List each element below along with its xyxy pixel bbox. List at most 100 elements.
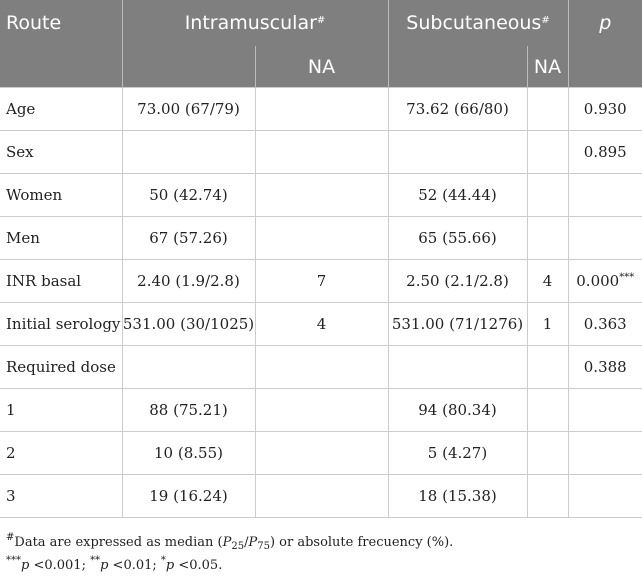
footnote-text: P [248,535,258,550]
footnote-text: *** [6,555,21,566]
table-cell [387,130,528,174]
table-cell: 531.00 (71/1276) [387,302,528,346]
cell-text: 0.000 [576,272,620,290]
table-cell [254,474,389,518]
table-cell: 3 [0,474,123,518]
cell-text: Women [6,186,63,204]
table-cell [526,431,569,475]
table-cell: 88 (75.21) [121,388,256,432]
footnote-text: / [244,535,249,550]
cell-text: 1 [6,401,16,419]
cell-text: 531.00 (30/1025) [122,315,255,333]
footnote-text: P [222,535,232,550]
cell-text: 0.363 [583,315,627,333]
table-cell: Initial serology [0,302,123,346]
table-cell [254,173,389,217]
table-cell [526,388,569,432]
table-cell [254,431,389,475]
table-cell [121,345,256,389]
cell-text: 67 (57.26) [149,229,228,247]
table-row: Men 67 (57.26) 65 (55.66) [0,216,642,260]
table-cell: 0.895 [567,130,642,174]
cell-text: 50 (42.74) [149,186,228,204]
header-text: NA [307,55,336,78]
table-cell: 1 [526,302,569,346]
header-cell: Subcutaneous# [387,0,568,46]
header-cell [567,46,642,88]
table-cell: 7 [254,259,389,303]
table-row: INR basal 2.40 (1.9/2.8) 7 2.50 (2.1/2.8) 4 0… [0,259,642,303]
footnote-text: <0.001; [29,558,91,573]
table-cell: 0.000*** [567,259,642,303]
table-row: 2 10 (8.55) 5 (4.27) [0,431,642,475]
cell-mark: *** [619,272,635,283]
cell-text: Initial serology [6,315,121,333]
cell-text: 2.40 (1.9/2.8) [137,272,240,290]
table-cell [254,87,389,131]
table-row: Women 50 (42.74) 52 (44.44) [0,173,642,217]
cell-text: 0.930 [583,100,627,118]
table-cell: 67 (57.26) [121,216,256,260]
cell-text: INR basal [6,272,82,290]
table-cell [254,216,389,260]
table-cell: 18 (15.38) [387,474,528,518]
cell-text: 4 [542,272,553,290]
table-cell: 5 (4.27) [387,431,528,475]
footnote-text: 25 [231,541,245,552]
header-text: Subcutaneous [406,12,542,34]
table-cell: 65 (55.66) [387,216,528,260]
table-cell: Men [0,216,123,260]
table-cell: 0.363 [567,302,642,346]
table-cell: 50 (42.74) [121,173,256,217]
footnote-text: ** [90,555,101,566]
data-table: Route Intramuscular# Subcutaneous# p NA … [0,0,642,518]
cell-text: 94 (80.34) [418,401,497,419]
table-cell: 2 [0,431,123,475]
table-cell [526,216,569,260]
table-cell: 10 (8.55) [121,431,256,475]
cell-text: 0.388 [583,358,627,376]
header-text: Route [6,12,62,34]
table-cell [387,345,528,389]
header-text: Intramuscular [184,12,317,34]
footnote-text: p [165,558,175,573]
table-cell: 52 (44.44) [387,173,528,217]
footnote-text: 75 [257,541,270,552]
table-cell [121,130,256,174]
table-cell [254,130,389,174]
table-cell: Age [0,87,123,131]
footnote-text: p [100,558,109,573]
table-cell: Required dose [0,345,123,389]
cell-text: 18 (15.38) [418,487,497,505]
cell-text: 2.50 (2.1/2.8) [406,272,509,290]
table-cell: 0.388 [567,345,642,389]
table-cell: 2.40 (1.9/2.8) [121,259,256,303]
cell-text: 65 (55.66) [418,229,497,247]
cell-text: 5 (4.27) [427,444,488,462]
footnote-text: * [160,555,166,566]
table-cell [526,345,569,389]
table-cell [526,130,569,174]
footnote: #Data are expressed as median (P25/P75) … [6,532,453,552]
table-cell: 1 [0,388,123,432]
table-cell [567,474,642,518]
table-cell: 531.00 (30/1025) [121,302,256,346]
table-cell: 4 [254,302,389,346]
table-cell [254,388,389,432]
table-cell: 19 (16.24) [121,474,256,518]
header-cell: p [567,0,642,46]
header-mark: # [541,15,550,26]
table-cell: 73.62 (66/80) [387,87,528,131]
table-cell [254,345,389,389]
header-cell [0,46,122,88]
table-cell [567,216,642,260]
table-cell: Sex [0,130,123,174]
header-cell: Route [0,0,122,46]
footnote: ***p <0.001; **p <0.01; *p <0.05. [6,555,222,573]
header-text: p [599,12,612,34]
cell-text: 10 (8.55) [154,444,223,462]
footnote-text: Data are expressed as median ( [14,535,223,550]
cell-text: 531.00 (71/1276) [391,315,524,333]
table-cell: Women [0,173,123,217]
